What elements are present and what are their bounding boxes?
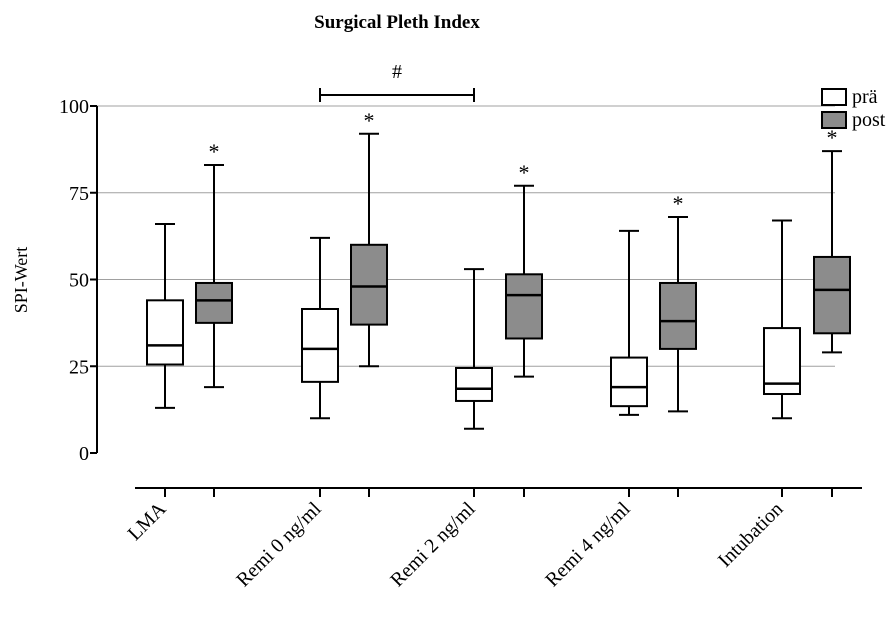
bracket-label: # xyxy=(392,61,402,83)
legend-swatch xyxy=(821,111,847,129)
box-iqr xyxy=(610,356,648,408)
box-post xyxy=(813,150,851,354)
box-pre xyxy=(610,229,648,416)
y-tick-label: 50 xyxy=(69,270,89,292)
box-post xyxy=(195,163,233,389)
x-tick-label: Remi 4 ng/ml xyxy=(541,498,635,592)
legend-label: post xyxy=(852,109,886,131)
chart-title: Surgical Pleth Index xyxy=(314,12,480,33)
significance-star: * xyxy=(827,125,838,150)
y-axis-label: SPI-Wert xyxy=(11,247,31,314)
box-iqr xyxy=(813,255,851,335)
legend-swatch xyxy=(821,88,847,106)
significance-star: * xyxy=(364,108,375,133)
box-iqr xyxy=(455,366,493,402)
x-tick-label: Remi 2 ng/ml xyxy=(386,498,480,592)
box-post xyxy=(659,216,697,413)
box-iqr xyxy=(659,281,697,350)
box-iqr xyxy=(301,307,339,383)
y-tick-label: 100 xyxy=(59,96,89,118)
significance-star: * xyxy=(519,160,530,185)
y-tick-label: 0 xyxy=(79,443,89,465)
box-iqr xyxy=(350,243,388,326)
box-iqr xyxy=(146,299,184,366)
y-tick-label: 25 xyxy=(69,356,89,378)
box-pre xyxy=(763,219,801,420)
x-tick-label: LMA xyxy=(124,498,171,545)
x-tick-label: Remi 0 ng/ml xyxy=(232,498,326,592)
box-post xyxy=(350,132,388,368)
box-iqr xyxy=(505,273,543,340)
box-post xyxy=(505,184,543,378)
x-tick-label: Intubation xyxy=(714,498,788,572)
y-tick-label: 75 xyxy=(69,183,89,205)
legend-label: prä xyxy=(852,86,878,108)
significance-star: * xyxy=(209,139,220,164)
box-pre xyxy=(146,222,184,409)
significance-star: * xyxy=(673,191,684,216)
box-pre xyxy=(301,236,339,420)
box-pre xyxy=(455,268,493,430)
box-iqr xyxy=(195,281,233,324)
